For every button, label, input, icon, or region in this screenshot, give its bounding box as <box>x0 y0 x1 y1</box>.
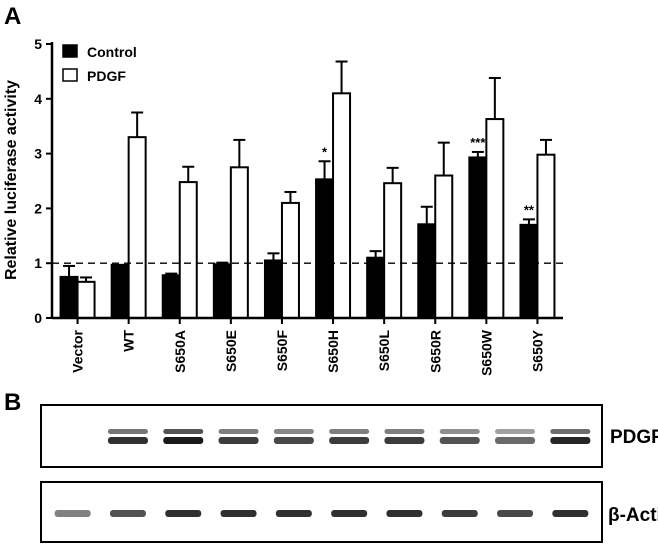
pdgfr-upper-band-lane-2 <box>107 429 148 434</box>
actin-band-lane-8 <box>441 510 478 517</box>
pdgfr-upper-band-lane-4 <box>218 429 259 434</box>
pdgfr-upper-band-lane-3 <box>163 429 204 434</box>
bar-control-vector <box>59 275 79 319</box>
pdgfr-upper-band-lane-7 <box>384 429 425 434</box>
significance-s650h: * <box>322 144 328 159</box>
y-tick-label-5: 5 <box>34 36 42 52</box>
x-tick-label-s650f: S650F <box>274 330 290 372</box>
pdgfr-upper-band-lane-6 <box>329 429 370 434</box>
pdgfr-upper-band-lane-10 <box>550 429 591 434</box>
actin-band-lane-5 <box>275 510 312 517</box>
x-tick-label-s650w: S650W <box>478 329 494 376</box>
panel-a-label: A <box>4 3 21 30</box>
actin-band-lane-7 <box>386 510 423 517</box>
significance-s650w: *** <box>470 135 486 150</box>
bar-control-s650l <box>366 256 386 319</box>
pdgfr-upper-band-lane-8 <box>439 429 480 434</box>
bar-pdgf-vector <box>76 280 96 319</box>
actin-band-lane-6 <box>331 510 368 517</box>
bar-pdgf-s650e <box>229 166 249 319</box>
y-tick-label-1: 1 <box>34 255 42 271</box>
pdgfr-lower-band-lane-4 <box>218 437 259 444</box>
x-tick-label-s650h: S650H <box>325 330 341 373</box>
bar-pdgf-s650w <box>485 118 505 319</box>
western-blots: PDGFRβ β-Actin <box>40 404 658 543</box>
actin-band-lane-2 <box>109 510 146 517</box>
actin-band-lane-10 <box>552 510 589 517</box>
x-tick-label-s650r: S650R <box>427 330 443 373</box>
panel-b-label: B <box>4 389 21 416</box>
x-tick-label-s650l: S650L <box>376 330 392 372</box>
bar-control-s650r <box>417 223 437 320</box>
pdgfr-lower-band-lane-2 <box>107 437 148 444</box>
bar-control-s650a <box>161 274 181 320</box>
y-tick-label-3: 3 <box>34 146 42 162</box>
bar-pdgf-s650a <box>178 181 198 319</box>
bar-pdgf-s650l <box>383 182 403 319</box>
bar-control-s650e <box>212 263 232 319</box>
y-axis-title: Relative luciferase activity <box>3 80 20 280</box>
actin-bands <box>54 510 589 517</box>
pdgfr-upper-band-lane-9 <box>495 429 536 434</box>
pdgfr-lower-band-lane-5 <box>273 437 314 444</box>
bar-control-s650f <box>263 259 283 319</box>
x-tick-label-vector: Vector <box>70 329 86 372</box>
bar-control-s650w <box>468 156 488 319</box>
bar-pdgf-s650f <box>280 201 300 319</box>
x-tick-label-s650e: S650E <box>223 330 239 372</box>
significance-s650y: ** <box>524 202 535 217</box>
pdgfr-lower-band-lane-8 <box>439 437 480 444</box>
legend-label-pdgf: PDGF <box>87 68 126 84</box>
bar-pdgf-s650r <box>434 174 454 319</box>
legend-label-control: Control <box>87 44 137 60</box>
bar-control-s650h <box>315 178 335 319</box>
bar-control-wt <box>110 263 130 319</box>
pdgfr-lower-band-lane-9 <box>495 437 536 444</box>
y-tick-label-4: 4 <box>34 91 42 107</box>
pdgfr-lower-band-lane-10 <box>550 437 591 444</box>
y-tick-label-2: 2 <box>34 200 42 216</box>
x-tick-label-s650y: S650Y <box>529 329 545 372</box>
legend-swatch-control <box>62 44 78 58</box>
pdgfr-bands <box>107 429 591 444</box>
bar-control-s650y <box>519 223 539 319</box>
actin-blot-label: β-Actin <box>608 505 658 526</box>
actin-band-lane-4 <box>220 510 257 517</box>
pdgfr-upper-band-lane-5 <box>273 429 314 434</box>
chart-legend: Control PDGF <box>62 44 137 84</box>
actin-band-lane-3 <box>165 510 202 517</box>
pdgfr-lower-band-lane-6 <box>329 437 370 444</box>
x-tick-label-s650a: S650A <box>172 330 188 373</box>
bar-pdgf-wt <box>127 136 147 319</box>
actin-band-lane-1 <box>54 510 91 517</box>
pdgfr-lower-band-lane-3 <box>163 437 204 444</box>
legend-swatch-pdgf <box>62 68 78 82</box>
pdgfr-lower-band-lane-7 <box>384 437 425 444</box>
y-tick-label-0: 0 <box>34 310 42 326</box>
actin-band-lane-9 <box>497 510 534 517</box>
x-tick-label-wt: WT <box>121 330 137 352</box>
bar-pdgf-s650h <box>332 92 352 319</box>
pdgfr-blot-label: PDGFRβ <box>610 427 658 448</box>
pdgfr-blot-frame <box>40 404 603 468</box>
bar-pdgf-s650y <box>536 153 556 319</box>
